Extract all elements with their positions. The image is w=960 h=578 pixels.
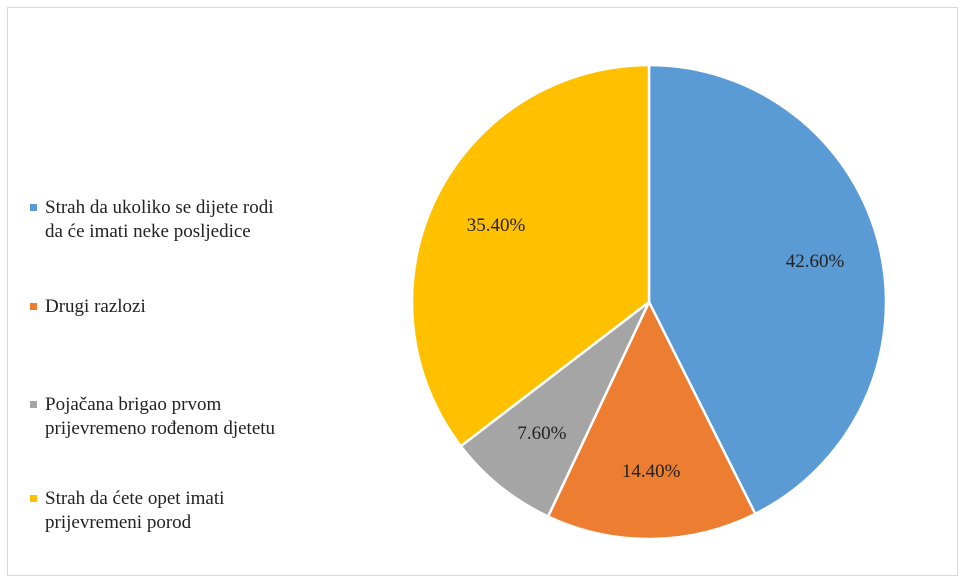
data-label-0: 42.60% — [786, 251, 845, 272]
pie-slice-0 — [647, 63, 888, 516]
legend-swatch-3 — [30, 495, 37, 502]
pie-slice-2 — [459, 301, 651, 519]
data-label-1: 14.40% — [622, 461, 681, 482]
legend-swatch-2 — [30, 401, 37, 408]
legend-label-2: Pojačana brigao prvom prijevremeno rođen… — [45, 394, 276, 439]
legend-item-2: Pojačana brigao prvom prijevremeno rođen… — [30, 393, 365, 441]
data-label-3: 35.40% — [467, 215, 526, 236]
legend-item-1: Drugi razlozi — [30, 295, 365, 319]
legend-item-0: Strah da ukoliko se dijete rodi da će im… — [30, 196, 365, 244]
legend-item-3: Strah da ćete opet imati prijevremeni po… — [30, 487, 365, 535]
legend-swatch-1 — [30, 303, 37, 310]
legend-label-1: Drugi razlozi — [45, 296, 146, 317]
pie-slice-1 — [546, 299, 757, 541]
legend-label-3: Strah da ćete opet imati prijevremeni po… — [45, 488, 225, 533]
legend-label-0: Strah da ukoliko se dijete rodi da će im… — [45, 197, 274, 242]
pie-slice-3 — [410, 63, 651, 448]
legend-swatch-0 — [30, 204, 37, 211]
data-label-2: 7.60% — [517, 423, 566, 444]
